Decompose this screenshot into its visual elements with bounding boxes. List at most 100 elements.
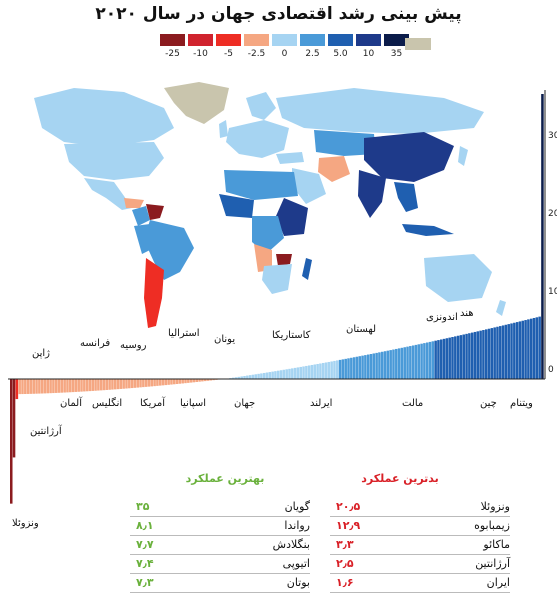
bar [170,379,173,385]
legend-swatch [188,34,213,46]
bar [139,379,142,388]
bar [400,347,404,379]
bar [442,338,446,379]
bar [350,357,353,379]
bar [372,353,376,379]
central-asia-region [314,130,376,156]
bar [321,362,325,379]
bar [260,373,263,379]
bar [473,331,477,379]
bar [299,366,302,379]
turkey-region [276,152,304,164]
bar [40,379,44,394]
country-label: هند [460,308,474,319]
bar [302,366,305,379]
legend-label: 35 [390,49,403,59]
bar [38,379,41,394]
world-map [14,58,519,348]
usa-region [64,142,164,180]
bar [532,317,536,379]
country-label: ژاپن [32,348,51,359]
bar [423,343,426,379]
bar [122,379,125,389]
bar [383,351,387,379]
bar [262,372,266,379]
bar [420,343,423,379]
legend-label: 2.5 [305,49,320,59]
bar [136,379,139,388]
country-label: ویتنام [510,398,533,409]
legend-label: 5.0 [333,49,348,59]
country-label: یونان [214,334,236,345]
bar [133,379,137,388]
y-tick-label: 0 [548,365,554,375]
bar [26,379,30,394]
growth-value: ۱٫۶ [336,576,354,589]
country-label: لهستان [346,324,376,335]
bar [369,354,373,379]
bar [378,352,381,379]
bar [49,379,52,394]
bar [116,379,120,390]
bar [279,370,283,379]
legend-swatch [272,34,297,46]
bar [128,379,131,389]
bar [237,376,241,379]
bar [178,379,182,384]
bar [251,374,255,379]
legend-swatch [300,34,325,46]
bar [80,379,83,392]
country-name: ایران [486,576,510,589]
bar [319,363,322,379]
madagascar-region [302,258,312,280]
legend-label: -2.5 [247,49,266,59]
bar [414,344,418,379]
greenland-region [164,82,229,124]
bar [108,379,111,390]
bar [425,342,429,379]
bar [32,379,35,394]
country-label: ایرلند [310,398,333,409]
iran-region [318,156,350,182]
legend-label: 0 [281,49,288,59]
bar [341,359,345,379]
country-name: رواندا [284,519,310,532]
bar [85,379,89,392]
uk-region [219,120,228,138]
bar [243,376,246,379]
bar [487,328,491,379]
growth-value: ۱۲٫۹ [336,519,361,532]
bar [54,379,58,393]
worst-panel-title: بدترین عملکرد [361,472,439,485]
bar [521,320,525,379]
bar [192,379,196,383]
legend-swatch [160,34,185,46]
country-label: مالت [402,398,424,409]
page-title: پیش بینی رشد اقتصادی جهان در سال ۲۰۲۰ [95,4,462,24]
country-name: آرژانتین [475,557,510,570]
bar [46,379,50,394]
country-label: روسیه [120,340,147,351]
y-tick-label: 30 [548,131,557,141]
bar [428,341,432,379]
bar [493,327,496,379]
bar [344,358,347,379]
bar [499,326,502,379]
angola-region [254,244,272,272]
table-row: ایران ۱٫۶ [330,574,510,593]
bar [97,379,100,391]
bar [189,379,193,383]
country-label: اندونزی [426,312,458,323]
bar [431,341,435,379]
bar [77,379,80,392]
north-africa-region [224,170,298,200]
legend-label: 10 [362,49,375,59]
country-name: ماکائو [483,538,510,551]
bar [282,369,286,379]
bar [158,379,162,386]
country-label: استرالیا [168,328,200,339]
country-label: آمریکا [140,398,166,409]
bar [470,332,474,379]
mexico-region [84,178,132,210]
growth-value: ۷٫۷ [136,538,154,551]
